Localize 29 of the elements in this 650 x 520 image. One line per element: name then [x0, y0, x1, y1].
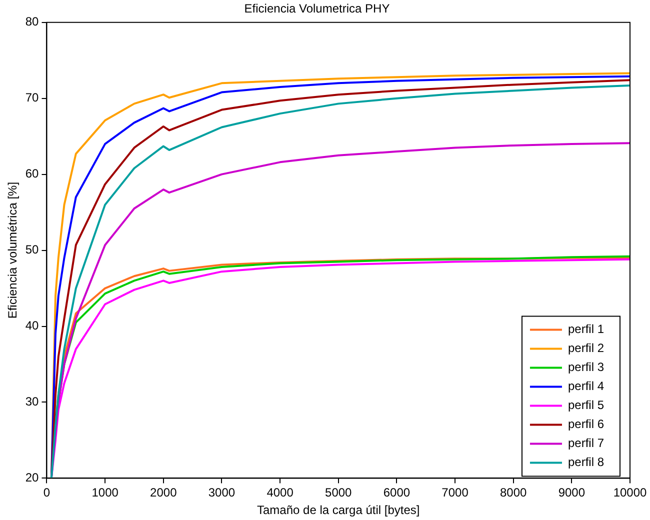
x-tick-label: 8000	[500, 486, 528, 500]
legend-label: perfil 2	[568, 341, 604, 356]
y-tick-label: 30	[25, 394, 40, 409]
x-tick-label: 5000	[325, 486, 352, 500]
x-axis-title: Tamaño de la carga útil [bytes]	[256, 503, 420, 518]
x-tick-label: 2000	[150, 486, 178, 500]
chart-title: Eficiencia Volumetrica PHY	[244, 2, 390, 16]
y-tick-label: 20	[25, 470, 40, 485]
y-axis-title: Eficiencia volumétrica [%]	[6, 182, 20, 319]
y-tick-label: 50	[25, 242, 40, 257]
y-tick-label: 40	[25, 318, 40, 333]
x-tick-label: 7000	[442, 486, 469, 500]
x-tick-label: 1000	[92, 486, 119, 500]
legend-label: perfil 1	[568, 322, 604, 336]
x-tick-label: 6000	[383, 486, 410, 500]
y-tick-label: 70	[25, 90, 40, 105]
legend-label: perfil 4	[568, 379, 604, 394]
legend-label: perfil 8	[568, 455, 604, 470]
legend-label: perfil 6	[568, 417, 604, 432]
x-tick-label: 0	[43, 486, 50, 500]
legend-label: perfil 3	[568, 360, 604, 374]
legend-label: perfil 5	[568, 398, 604, 412]
x-tick-label: 10000	[613, 486, 648, 500]
y-tick-label: 60	[25, 166, 40, 181]
legend-label: perfil 7	[568, 436, 604, 450]
x-tick-label: 3000	[208, 486, 236, 500]
x-tick-label: 9000	[558, 486, 586, 500]
y-tick-label: 80	[25, 14, 40, 29]
x-tick-label: 4000	[266, 486, 294, 500]
